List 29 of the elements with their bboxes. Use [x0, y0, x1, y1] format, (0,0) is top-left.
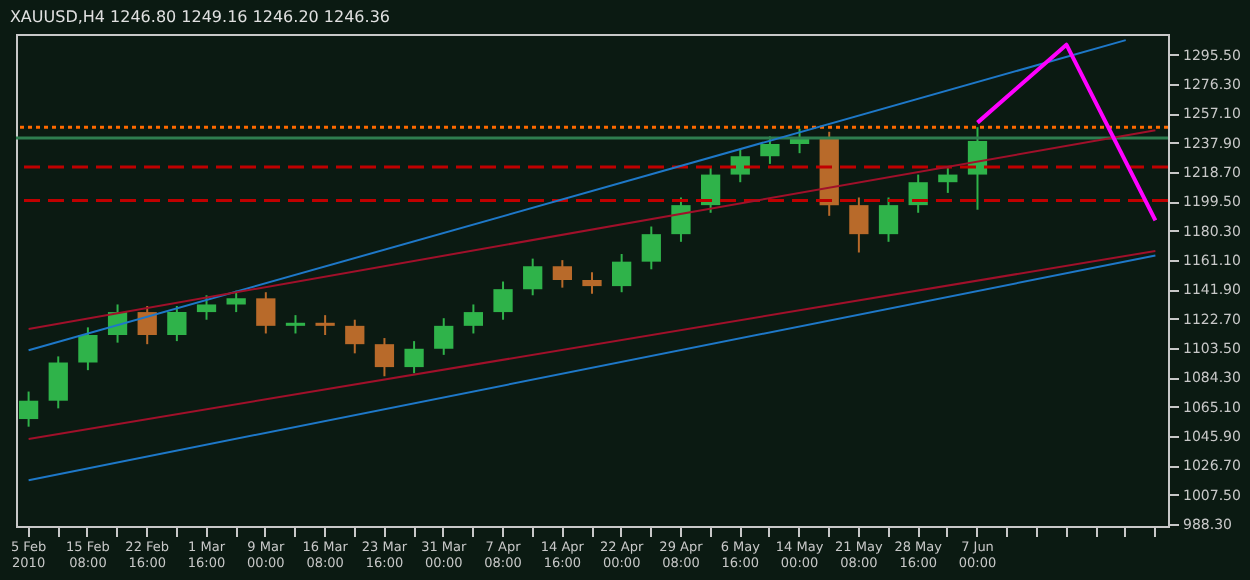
candlestick — [226, 289, 246, 314]
candlestick — [700, 165, 721, 214]
candlestick — [137, 304, 157, 346]
candlestick — [434, 317, 454, 356]
candlestick — [552, 259, 572, 289]
candlestick — [849, 196, 869, 254]
candlestick — [523, 257, 543, 297]
chart-title: XAUUSD,H4 1246.80 1249.16 1246.20 1246.36 — [9, 8, 391, 26]
candlestick — [878, 196, 899, 243]
candlestick — [463, 303, 484, 335]
candlestick — [760, 135, 780, 165]
candlestick — [612, 253, 632, 294]
candlestick — [78, 326, 98, 372]
candlestick — [641, 225, 661, 271]
candlestick — [196, 294, 217, 321]
candlestick — [938, 165, 958, 194]
candlestick — [345, 318, 365, 355]
candlestick — [48, 355, 68, 410]
candlestick — [582, 271, 602, 295]
candlestick — [493, 280, 513, 321]
candlestick — [167, 304, 187, 343]
candlestick — [256, 291, 276, 335]
candlestick — [315, 314, 335, 337]
candlestick — [404, 340, 424, 375]
candlestick — [374, 337, 395, 378]
candlestick — [730, 147, 750, 184]
candlestick — [18, 390, 39, 428]
candlestick — [285, 314, 306, 335]
candlestick — [671, 196, 691, 243]
